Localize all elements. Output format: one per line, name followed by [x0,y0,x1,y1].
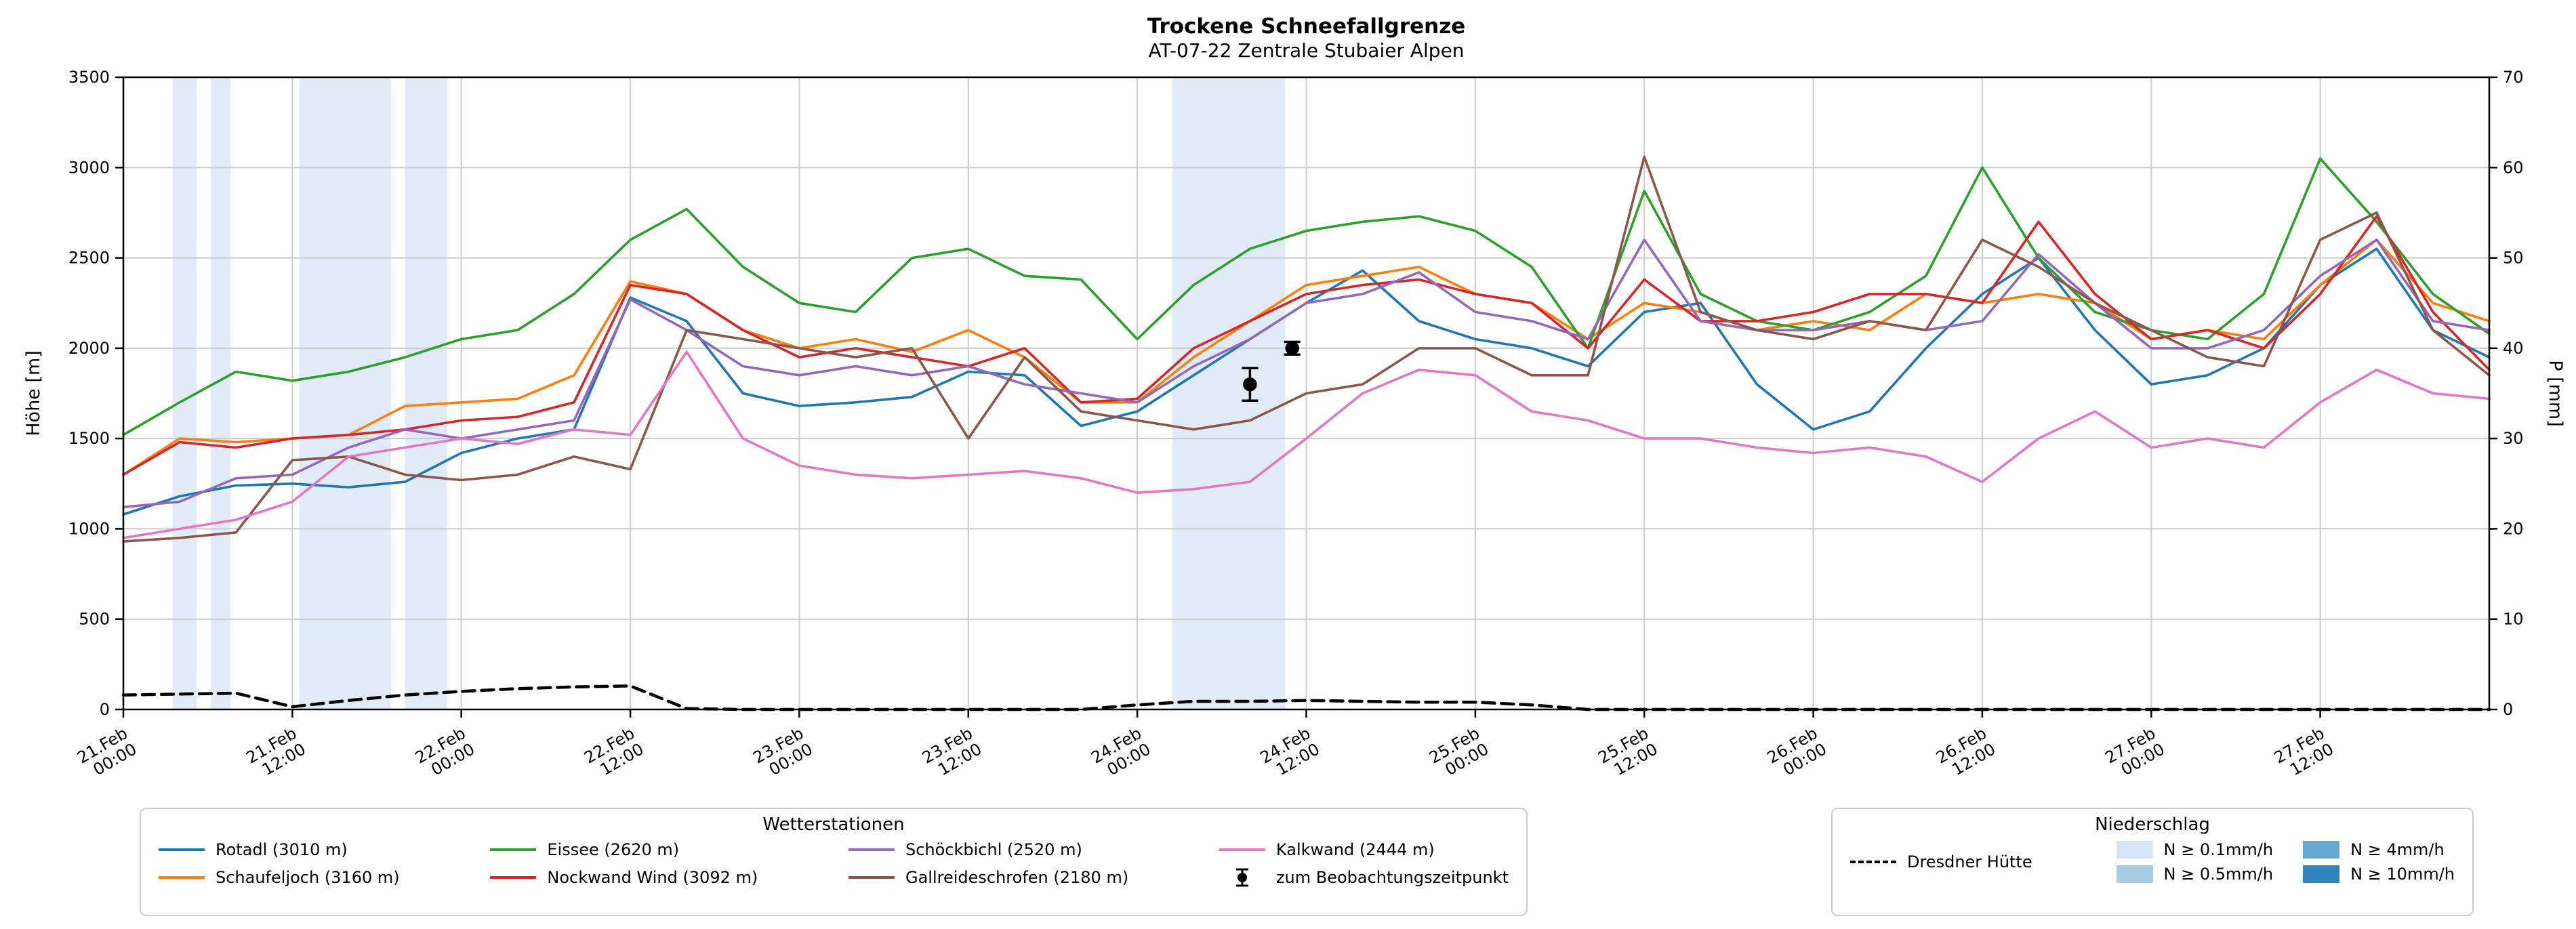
line-swatch-icon [848,876,895,879]
legend-label: Gallreideschrofen (2180 m) [905,868,1129,887]
stations-legend-title: Wetterstationen [762,814,905,835]
legend-label: Nockwand Wind (3092 m) [547,868,758,887]
series-nockwand-wind-3092-m [122,215,2491,476]
legend-label: Kalkwand (2444 m) [1275,840,1435,859]
y-left-axis-label: Höhe [m] [23,350,44,436]
svg-text:50: 50 [2503,249,2524,268]
svg-text:40: 40 [2503,339,2524,358]
series-gallreideschrofen-2180-m [122,155,2491,543]
legend-item-eissee-2620-m: Eissee (2620 m) [490,840,758,859]
legend-item-gallreideschrofen-2180-m: Gallreideschrofen (2180 m) [848,866,1129,889]
svg-text:70: 70 [2503,68,2524,87]
legend-label: N ≥ 0.5mm/h [2163,865,2274,884]
precip-band [172,77,197,709]
svg-text:21.Feb00:00: 21.Feb00:00 [74,724,140,783]
precip-band [299,77,391,709]
svg-text:2500: 2500 [68,249,110,268]
precip-legend: Niederschlag Dresdner Hütte N ≥ 0.1mm/h N… [1831,808,2474,916]
legend-label: N ≥ 10mm/h [2350,865,2455,884]
precip-level-swatches: N ≥ 0.1mm/h N ≥ 0.5mm/h N ≥ 4mm/h N ≥ 10mm/… [2116,840,2455,884]
legend-item-sch-ckbichl-2520-m: Schöckbichl (2520 m) [848,840,1128,859]
svg-text:0: 0 [2503,700,2513,719]
svg-text:1500: 1500 [68,429,110,448]
y-right-tick-labels: 0 10 20 30 40 50 60 70 [2503,68,2524,719]
legend-label: N ≥ 4mm/h [2350,840,2445,859]
precip-band [1172,77,1286,709]
line-swatch-icon [1219,848,1265,851]
legend-label: zum Beobachtungszeitpunkt [1275,868,1509,887]
legend-item-rotadl-3010-m: Rotadl (3010 m) [159,840,400,859]
legend-item-schaufeljoch-3160-m: Schaufeljoch (3160 m) [159,866,400,889]
fill-swatch-icon [2116,841,2153,859]
fill-swatch-icon [2116,865,2153,883]
legend-label: Dresdner Hütte [1907,852,2032,871]
legend-item-nockwand-wind-3092-m: Nockwand Wind (3092 m) [490,866,758,889]
svg-text:25.Feb00:00: 25.Feb00:00 [1426,724,1492,783]
fill-swatch-icon [2303,841,2340,859]
svg-text:0: 0 [100,700,110,719]
legend-label: Eissee (2620 m) [547,840,680,859]
legend-item-zum-beobachtungszeitpunkt: zum Beobachtungszeitpunkt [1219,866,1509,889]
legend-item-n-4mm-h: N ≥ 4mm/h [2303,840,2455,859]
stations-legend-items: Rotadl (3010 m) Schaufeljoch (3160 m) Eiss… [159,840,1509,889]
line-swatch-icon [490,876,537,879]
observation-marker [1284,340,1301,356]
svg-text:30: 30 [2503,429,2524,448]
legend-item-n-0-1mm-h: N ≥ 0.1mm/h [2116,840,2274,859]
legend-label: Schöckbichl (2520 m) [905,840,1082,859]
legend-item-dresdner-huette: Dresdner Hütte [1850,852,2032,871]
observation-marker [1242,367,1259,402]
svg-text:3000: 3000 [68,158,110,177]
precip-band [405,77,447,709]
svg-text:27.Feb12:00: 27.Feb12:00 [2271,724,2337,783]
y-right-axis-label: P [mm] [2545,360,2566,427]
line-swatch-icon [490,848,537,851]
legend-label: Schaufeljoch (3160 m) [216,868,400,887]
svg-text:26.Feb00:00: 26.Feb00:00 [1764,724,1830,783]
svg-text:10: 10 [2503,610,2524,629]
svg-text:20: 20 [2503,519,2524,538]
line-swatch-icon [848,848,895,851]
svg-text:25.Feb12:00: 25.Feb12:00 [1595,724,1660,783]
svg-text:24.Feb12:00: 24.Feb12:00 [1257,724,1323,783]
legend-item-n-0-5mm-h: N ≥ 0.5mm/h [2116,865,2274,884]
stations-legend: Wetterstationen Rotadl (3010 m) Schaufelj… [140,808,1528,916]
svg-text:60: 60 [2503,158,2524,177]
dashed-line-swatch-icon [1850,861,1896,863]
tick-marks [115,76,2497,718]
precip-legend-row: Dresdner Hütte N ≥ 0.1mm/h N ≥ 0.5mm/h N ≥… [1850,840,2455,884]
chart-header: Trockene Schneefallgrenze AT-07-22 Zentr… [123,14,2489,62]
svg-text:2000: 2000 [68,339,110,358]
svg-text:24.Feb00:00: 24.Feb00:00 [1088,724,1153,783]
svg-text:22.Feb00:00: 22.Feb00:00 [412,724,478,783]
fill-swatch-icon [2303,865,2340,883]
svg-text:26.Feb12:00: 26.Feb12:00 [1933,724,1999,783]
svg-text:23.Feb12:00: 23.Feb12:00 [919,724,985,783]
legend-item-kalkwand-2444-m: Kalkwand (2444 m) [1219,840,1509,859]
svg-text:21.Feb12:00: 21.Feb12:00 [243,724,309,783]
precip-band [210,77,230,709]
line-swatch-icon [159,848,205,851]
legend-label: Rotadl (3010 m) [216,840,348,859]
legend-item-n-10mm-h: N ≥ 10mm/h [2303,865,2455,884]
precip-legend-title: Niederschlag [2095,814,2210,835]
series-kalkwand-2444-m [122,350,2491,539]
svg-text:1000: 1000 [68,519,110,538]
y-left-tick-labels: 0 500 1000 1500 2000 2500 3000 3500 [68,68,110,719]
line-swatch-icon [159,876,205,879]
chart-subtitle: AT-07-22 Zentrale Stubaier Alpen [1148,39,1465,62]
svg-text:23.Feb00:00: 23.Feb00:00 [750,724,816,783]
series-eissee-2620-m [122,157,2491,436]
svg-text:500: 500 [79,610,110,629]
legend-label: N ≥ 0.1mm/h [2163,840,2274,859]
chart-title: Trockene Schneefallgrenze [1147,14,1466,39]
x-tick-labels: 21.Feb00:00 21.Feb12:00 22.Feb00:00 22.Feb1… [74,724,2337,783]
svg-text:3500: 3500 [68,68,110,87]
observation-marker-icon [1235,868,1248,887]
svg-text:27.Feb00:00: 27.Feb00:00 [2102,724,2167,783]
svg-text:22.Feb12:00: 22.Feb12:00 [581,724,647,783]
